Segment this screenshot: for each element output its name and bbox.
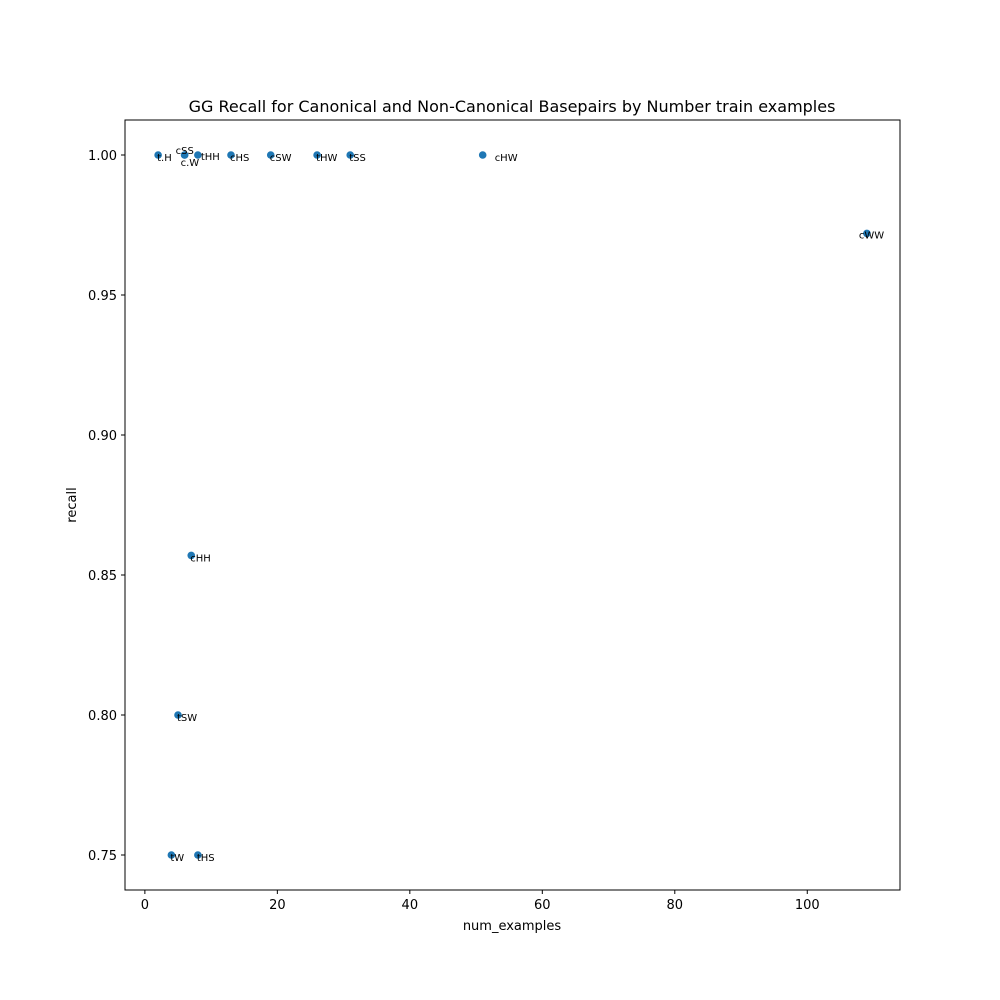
scatter-point	[180, 151, 189, 159]
point-label: tHH	[201, 152, 220, 163]
point-label: t.H	[157, 153, 172, 164]
point-label: tW	[170, 853, 184, 864]
point-label: tHW	[316, 153, 337, 164]
y-tick-label: 1.00	[88, 149, 117, 164]
scatter-point	[266, 151, 275, 159]
scatter-point	[346, 151, 355, 159]
scatter-point	[154, 151, 162, 159]
x-tick-label: 0	[141, 898, 149, 913]
x-tick-label: 60	[534, 898, 551, 913]
chart-title: GG Recall for Canonical and Non-Canonica…	[189, 97, 836, 116]
point-label: cHH	[190, 553, 211, 564]
y-axis-label: recall	[65, 487, 80, 522]
y-tick-label: 0.80	[88, 709, 117, 724]
point-label: cSW	[270, 153, 292, 164]
scatter-point	[863, 229, 871, 238]
x-tick-label: 80	[667, 898, 684, 913]
point-label: tSW	[177, 713, 197, 724]
axis-ticks: 0 20 40 60 80 100 0.75 0.80 0.85 0.90 0.95 1.00	[88, 149, 820, 913]
point-label: tSS	[349, 153, 366, 164]
point-label: cHS	[230, 153, 249, 164]
y-tick-label: 0.90	[88, 429, 117, 444]
x-axis-label: num_examples	[463, 919, 562, 934]
point-label: cWW	[859, 230, 884, 241]
scatter-point	[478, 151, 487, 159]
data-points	[154, 151, 871, 859]
y-tick-label: 0.75	[88, 849, 117, 864]
point-label: tHS	[197, 853, 215, 864]
point-label: cHW	[495, 153, 518, 164]
scatter-point	[174, 711, 182, 719]
scatter-point	[194, 851, 202, 859]
scatter-point	[194, 151, 202, 159]
scatter-point	[227, 151, 235, 159]
y-tick-label: 0.85	[88, 569, 117, 584]
point-label: c.W	[181, 158, 200, 169]
scatter-point	[187, 551, 196, 560]
point-label: cSS	[176, 146, 194, 157]
x-tick-label: 40	[402, 898, 419, 913]
plot-area-frame	[124, 119, 901, 891]
y-tick-label: 0.95	[88, 289, 117, 304]
scatter-point	[167, 851, 176, 859]
x-tick-label: 100	[795, 898, 820, 913]
x-tick-label: 20	[269, 898, 286, 913]
scatter-point	[313, 151, 321, 159]
